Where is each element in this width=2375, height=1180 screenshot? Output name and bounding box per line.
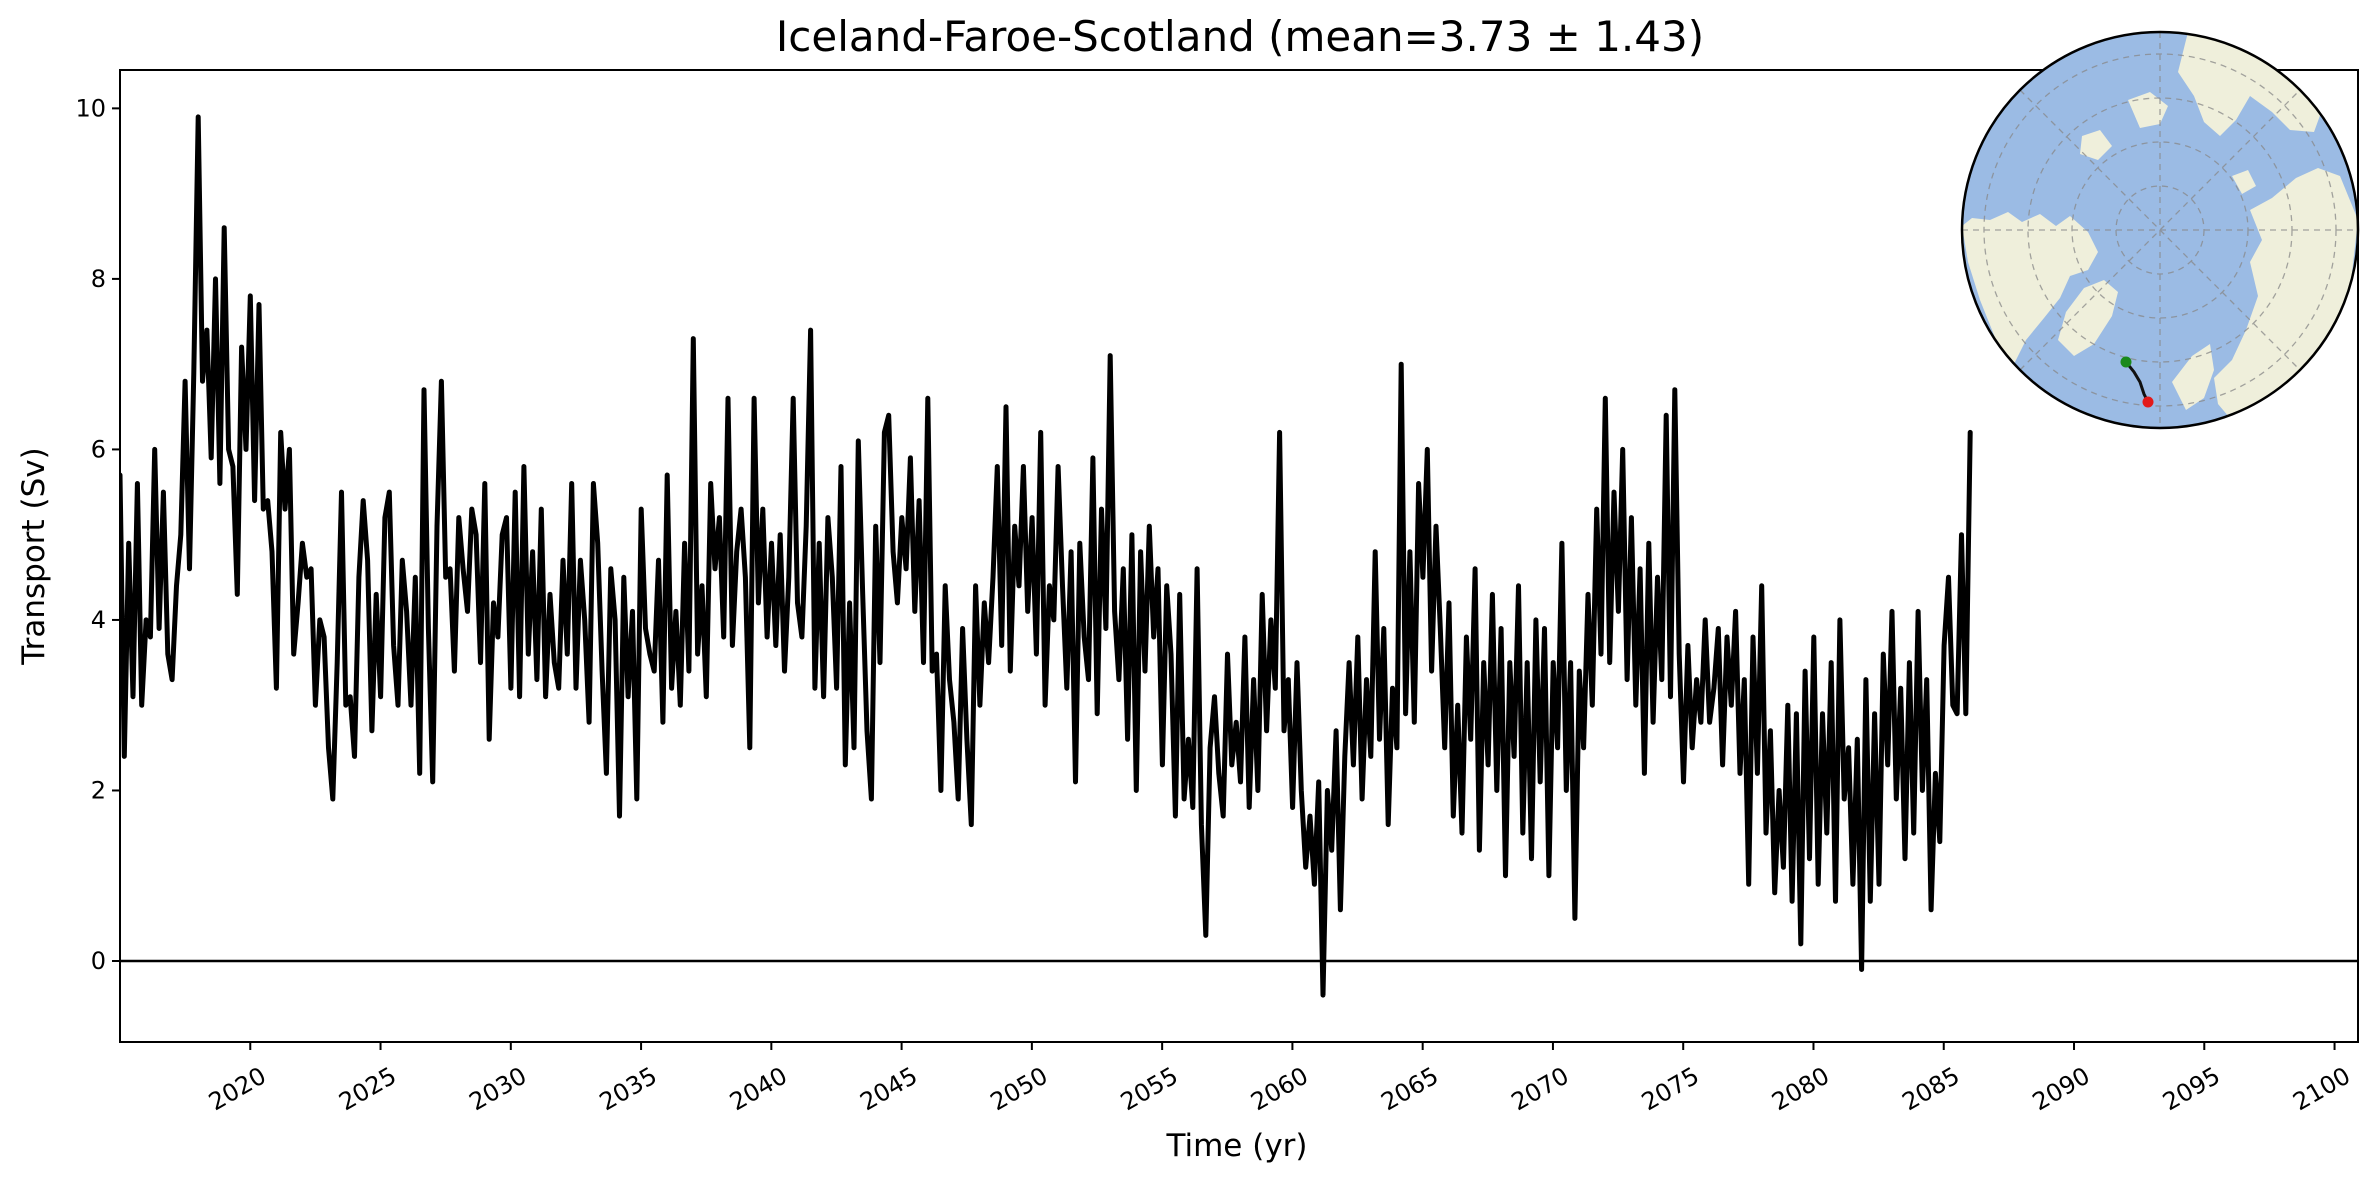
plot-frame <box>119 69 2359 1043</box>
land-eurasia-east <box>2178 32 2322 136</box>
globe-graticule <box>1962 32 2358 428</box>
plot-area <box>120 114 2358 998</box>
x-axis-title: Time (yr) <box>1166 1128 1308 1164</box>
globe-land <box>1962 32 2358 428</box>
land-arctic-islands <box>2080 92 2256 194</box>
land-greenland <box>2058 280 2118 356</box>
y-axis: 0 2 4 6 8 10 <box>75 94 120 975</box>
y-tick-label: 0 <box>91 947 106 975</box>
y-tick-label: 2 <box>91 776 106 804</box>
y-tick-label: 8 <box>91 265 106 293</box>
y-tick-label: 10 <box>75 94 106 122</box>
chart-title: Iceland-Faroe-Scotland (mean=3.73 ± 1.43… <box>776 12 1704 61</box>
y-tick-label: 6 <box>91 435 106 463</box>
land-north-america <box>1962 212 2098 372</box>
section-line <box>2124 361 2150 403</box>
y-axis-title: Transport (Sv) <box>16 447 52 666</box>
series-line <box>120 114 1973 998</box>
land-scandinavia <box>2172 344 2214 410</box>
section-end-marker <box>2142 396 2154 408</box>
land-eurasia-west <box>2214 168 2358 428</box>
inset-map <box>1960 30 2360 430</box>
y-tick-label: 4 <box>91 606 106 634</box>
globe-outline <box>1960 30 2360 430</box>
section-start-marker <box>2120 356 2132 368</box>
